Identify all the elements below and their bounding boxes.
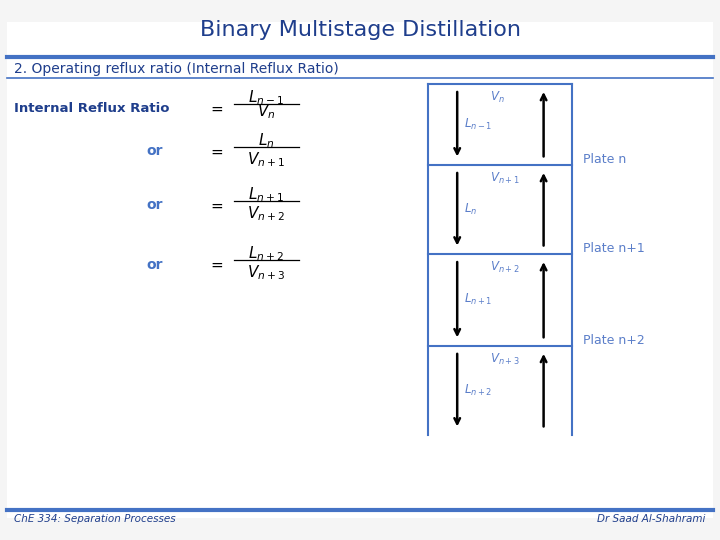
Text: Internal Reflux Ratio: Internal Reflux Ratio <box>14 102 170 114</box>
Text: $L_n$: $L_n$ <box>258 131 274 150</box>
Text: Dr Saad Al-Shahrami: Dr Saad Al-Shahrami <box>597 515 706 524</box>
Text: $L_{n+1}$: $L_{n+1}$ <box>248 185 284 204</box>
Text: $V_{n+3}$: $V_{n+3}$ <box>490 352 519 367</box>
Text: $=$: $=$ <box>208 144 224 159</box>
Text: $L_{n+1}$: $L_{n+1}$ <box>464 292 492 307</box>
Text: 2. Operating reflux ratio (Internal Reflux Ratio): 2. Operating reflux ratio (Internal Refl… <box>14 62 339 76</box>
Text: Plate n+1: Plate n+1 <box>583 242 645 255</box>
Text: $L_{n-1}$: $L_{n-1}$ <box>248 88 284 106</box>
Text: ChE 334: Separation Processes: ChE 334: Separation Processes <box>14 515 176 524</box>
Text: or: or <box>147 198 163 212</box>
Text: or: or <box>147 258 163 272</box>
Text: $V_{n+2}$: $V_{n+2}$ <box>490 260 519 275</box>
Text: $L_{n+2}$: $L_{n+2}$ <box>464 383 492 397</box>
Text: $L_n$: $L_n$ <box>464 202 477 217</box>
Text: Binary Multistage Distillation: Binary Multistage Distillation <box>199 19 521 40</box>
Text: $V_{n+1}$: $V_{n+1}$ <box>248 150 285 168</box>
Text: $L_{n+2}$: $L_{n+2}$ <box>248 245 284 263</box>
Text: $V_n$: $V_n$ <box>490 90 504 105</box>
Text: $L_{n-1}$: $L_{n-1}$ <box>464 117 492 132</box>
Text: $V_{n+1}$: $V_{n+1}$ <box>490 171 519 186</box>
Text: $=$: $=$ <box>208 100 224 116</box>
Text: Plate n+2: Plate n+2 <box>583 334 645 347</box>
Text: $V_{n+3}$: $V_{n+3}$ <box>247 264 286 282</box>
Text: $=$: $=$ <box>208 198 224 213</box>
Text: $V_n$: $V_n$ <box>257 102 276 120</box>
Text: $V_{n+2}$: $V_{n+2}$ <box>248 204 285 222</box>
Text: $=$: $=$ <box>208 257 224 272</box>
Text: Plate n: Plate n <box>583 153 626 166</box>
Text: or: or <box>147 144 163 158</box>
